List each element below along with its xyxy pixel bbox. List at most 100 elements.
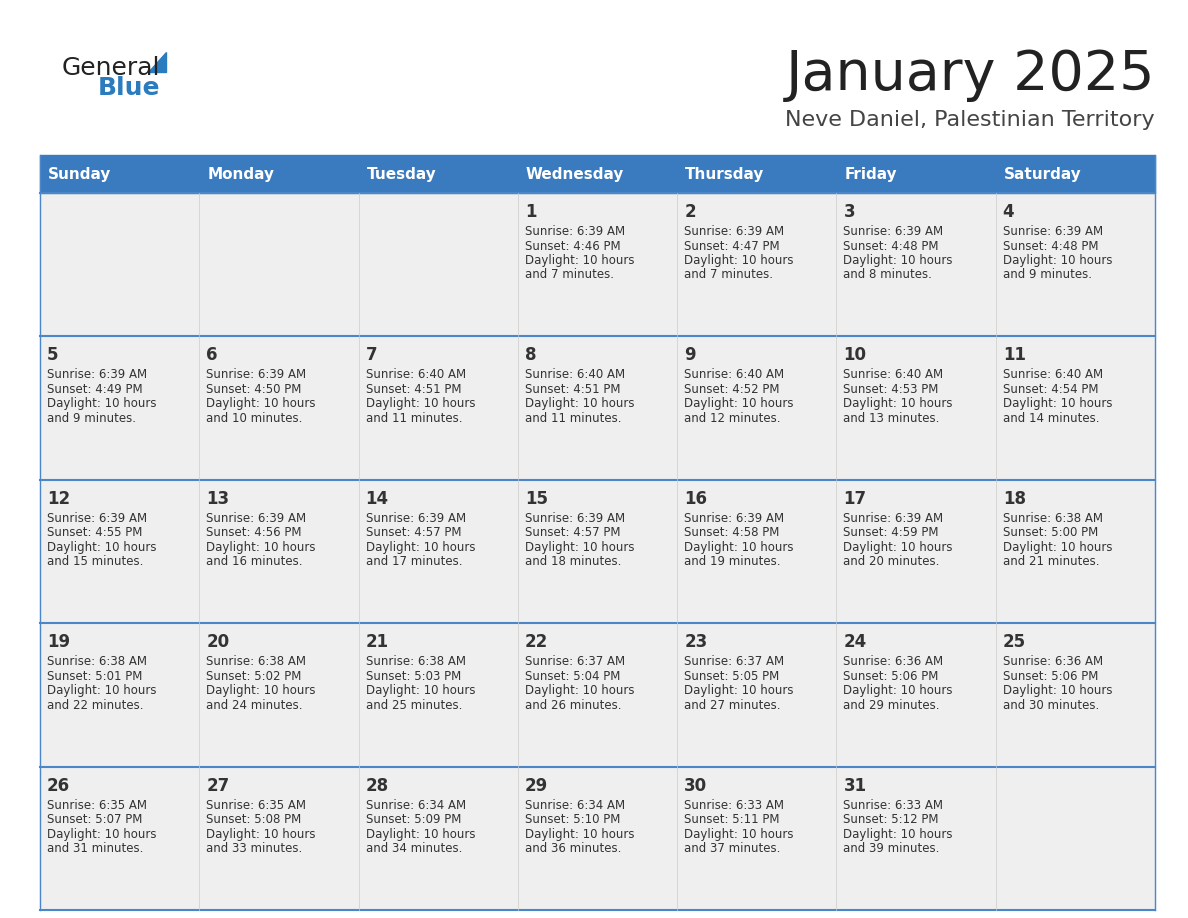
Text: Sunrise: 6:39 AM: Sunrise: 6:39 AM	[843, 225, 943, 238]
Text: Sunset: 4:51 PM: Sunset: 4:51 PM	[366, 383, 461, 396]
Polygon shape	[200, 480, 359, 623]
Polygon shape	[996, 767, 1155, 910]
Polygon shape	[518, 623, 677, 767]
Text: and 17 minutes.: and 17 minutes.	[366, 555, 462, 568]
Text: 20: 20	[207, 633, 229, 651]
Text: Sunset: 4:57 PM: Sunset: 4:57 PM	[525, 526, 620, 539]
Polygon shape	[40, 336, 200, 480]
Polygon shape	[40, 155, 200, 193]
Text: Sunrise: 6:39 AM: Sunrise: 6:39 AM	[843, 512, 943, 525]
Text: 29: 29	[525, 777, 548, 795]
Text: and 7 minutes.: and 7 minutes.	[684, 268, 773, 282]
Text: 3: 3	[843, 203, 855, 221]
Polygon shape	[677, 623, 836, 767]
Text: and 8 minutes.: and 8 minutes.	[843, 268, 933, 282]
Text: Daylight: 10 hours: Daylight: 10 hours	[684, 397, 794, 410]
Polygon shape	[677, 336, 836, 480]
Text: Sunrise: 6:39 AM: Sunrise: 6:39 AM	[207, 512, 307, 525]
Text: Sunset: 4:51 PM: Sunset: 4:51 PM	[525, 383, 620, 396]
Text: Sunset: 5:09 PM: Sunset: 5:09 PM	[366, 813, 461, 826]
Text: Sunrise: 6:40 AM: Sunrise: 6:40 AM	[684, 368, 784, 381]
Text: Sunrise: 6:33 AM: Sunrise: 6:33 AM	[684, 799, 784, 812]
Polygon shape	[836, 193, 996, 336]
Text: 4: 4	[1003, 203, 1015, 221]
Text: Sunset: 4:48 PM: Sunset: 4:48 PM	[1003, 240, 1098, 252]
Polygon shape	[40, 480, 200, 623]
Text: Sunrise: 6:37 AM: Sunrise: 6:37 AM	[684, 655, 784, 668]
Text: Sunset: 5:10 PM: Sunset: 5:10 PM	[525, 813, 620, 826]
Text: and 37 minutes.: and 37 minutes.	[684, 842, 781, 855]
Text: Sunrise: 6:39 AM: Sunrise: 6:39 AM	[525, 512, 625, 525]
Text: Sunset: 4:55 PM: Sunset: 4:55 PM	[48, 526, 143, 539]
Text: 11: 11	[1003, 346, 1025, 364]
Text: and 25 minutes.: and 25 minutes.	[366, 699, 462, 711]
Polygon shape	[677, 480, 836, 623]
Text: Daylight: 10 hours: Daylight: 10 hours	[843, 541, 953, 554]
Text: Sunrise: 6:39 AM: Sunrise: 6:39 AM	[366, 512, 466, 525]
Text: Sunrise: 6:34 AM: Sunrise: 6:34 AM	[525, 799, 625, 812]
Text: Thursday: Thursday	[685, 166, 765, 182]
Text: Daylight: 10 hours: Daylight: 10 hours	[843, 828, 953, 841]
Text: and 27 minutes.: and 27 minutes.	[684, 699, 781, 711]
Text: and 13 minutes.: and 13 minutes.	[843, 412, 940, 425]
Text: Daylight: 10 hours: Daylight: 10 hours	[1003, 397, 1112, 410]
Text: Daylight: 10 hours: Daylight: 10 hours	[684, 254, 794, 267]
Polygon shape	[836, 480, 996, 623]
Text: Sunday: Sunday	[48, 166, 112, 182]
Text: Sunset: 4:46 PM: Sunset: 4:46 PM	[525, 240, 620, 252]
Text: Sunrise: 6:35 AM: Sunrise: 6:35 AM	[207, 799, 307, 812]
Text: Sunrise: 6:40 AM: Sunrise: 6:40 AM	[843, 368, 943, 381]
Text: Daylight: 10 hours: Daylight: 10 hours	[207, 397, 316, 410]
Polygon shape	[359, 336, 518, 480]
Text: 9: 9	[684, 346, 696, 364]
Text: 7: 7	[366, 346, 378, 364]
Text: Sunset: 5:01 PM: Sunset: 5:01 PM	[48, 670, 143, 683]
Polygon shape	[996, 193, 1155, 336]
Text: Sunset: 5:05 PM: Sunset: 5:05 PM	[684, 670, 779, 683]
Text: Sunset: 4:58 PM: Sunset: 4:58 PM	[684, 526, 779, 539]
Polygon shape	[40, 623, 200, 767]
Text: 23: 23	[684, 633, 707, 651]
Text: Sunset: 5:12 PM: Sunset: 5:12 PM	[843, 813, 939, 826]
Text: Friday: Friday	[845, 166, 897, 182]
Text: Sunset: 4:52 PM: Sunset: 4:52 PM	[684, 383, 779, 396]
Text: Sunset: 5:11 PM: Sunset: 5:11 PM	[684, 813, 779, 826]
Text: 19: 19	[48, 633, 70, 651]
Polygon shape	[359, 155, 518, 193]
Text: Sunrise: 6:39 AM: Sunrise: 6:39 AM	[207, 368, 307, 381]
Text: Daylight: 10 hours: Daylight: 10 hours	[684, 828, 794, 841]
Text: Wednesday: Wednesday	[526, 166, 624, 182]
Text: Sunset: 4:47 PM: Sunset: 4:47 PM	[684, 240, 779, 252]
Polygon shape	[677, 193, 836, 336]
Text: Daylight: 10 hours: Daylight: 10 hours	[48, 684, 157, 697]
Text: Sunrise: 6:39 AM: Sunrise: 6:39 AM	[525, 225, 625, 238]
Text: 24: 24	[843, 633, 867, 651]
Polygon shape	[359, 767, 518, 910]
Polygon shape	[359, 193, 518, 336]
Text: 16: 16	[684, 490, 707, 508]
Polygon shape	[40, 193, 200, 336]
Polygon shape	[40, 767, 200, 910]
Text: 31: 31	[843, 777, 866, 795]
Text: and 29 minutes.: and 29 minutes.	[843, 699, 940, 711]
Text: Sunset: 4:49 PM: Sunset: 4:49 PM	[48, 383, 143, 396]
Polygon shape	[518, 767, 677, 910]
Text: Daylight: 10 hours: Daylight: 10 hours	[525, 828, 634, 841]
Text: 15: 15	[525, 490, 548, 508]
Text: Sunrise: 6:38 AM: Sunrise: 6:38 AM	[1003, 512, 1102, 525]
Polygon shape	[518, 480, 677, 623]
Text: Daylight: 10 hours: Daylight: 10 hours	[48, 828, 157, 841]
Text: Sunrise: 6:40 AM: Sunrise: 6:40 AM	[525, 368, 625, 381]
Polygon shape	[200, 623, 359, 767]
Text: and 9 minutes.: and 9 minutes.	[1003, 268, 1092, 282]
Text: Sunset: 5:06 PM: Sunset: 5:06 PM	[1003, 670, 1098, 683]
Text: and 30 minutes.: and 30 minutes.	[1003, 699, 1099, 711]
Polygon shape	[200, 767, 359, 910]
Text: and 22 minutes.: and 22 minutes.	[48, 699, 144, 711]
Text: 21: 21	[366, 633, 388, 651]
Text: Sunset: 5:07 PM: Sunset: 5:07 PM	[48, 813, 143, 826]
Text: Daylight: 10 hours: Daylight: 10 hours	[366, 541, 475, 554]
Text: General: General	[62, 56, 160, 80]
Text: and 39 minutes.: and 39 minutes.	[843, 842, 940, 855]
Text: 8: 8	[525, 346, 536, 364]
